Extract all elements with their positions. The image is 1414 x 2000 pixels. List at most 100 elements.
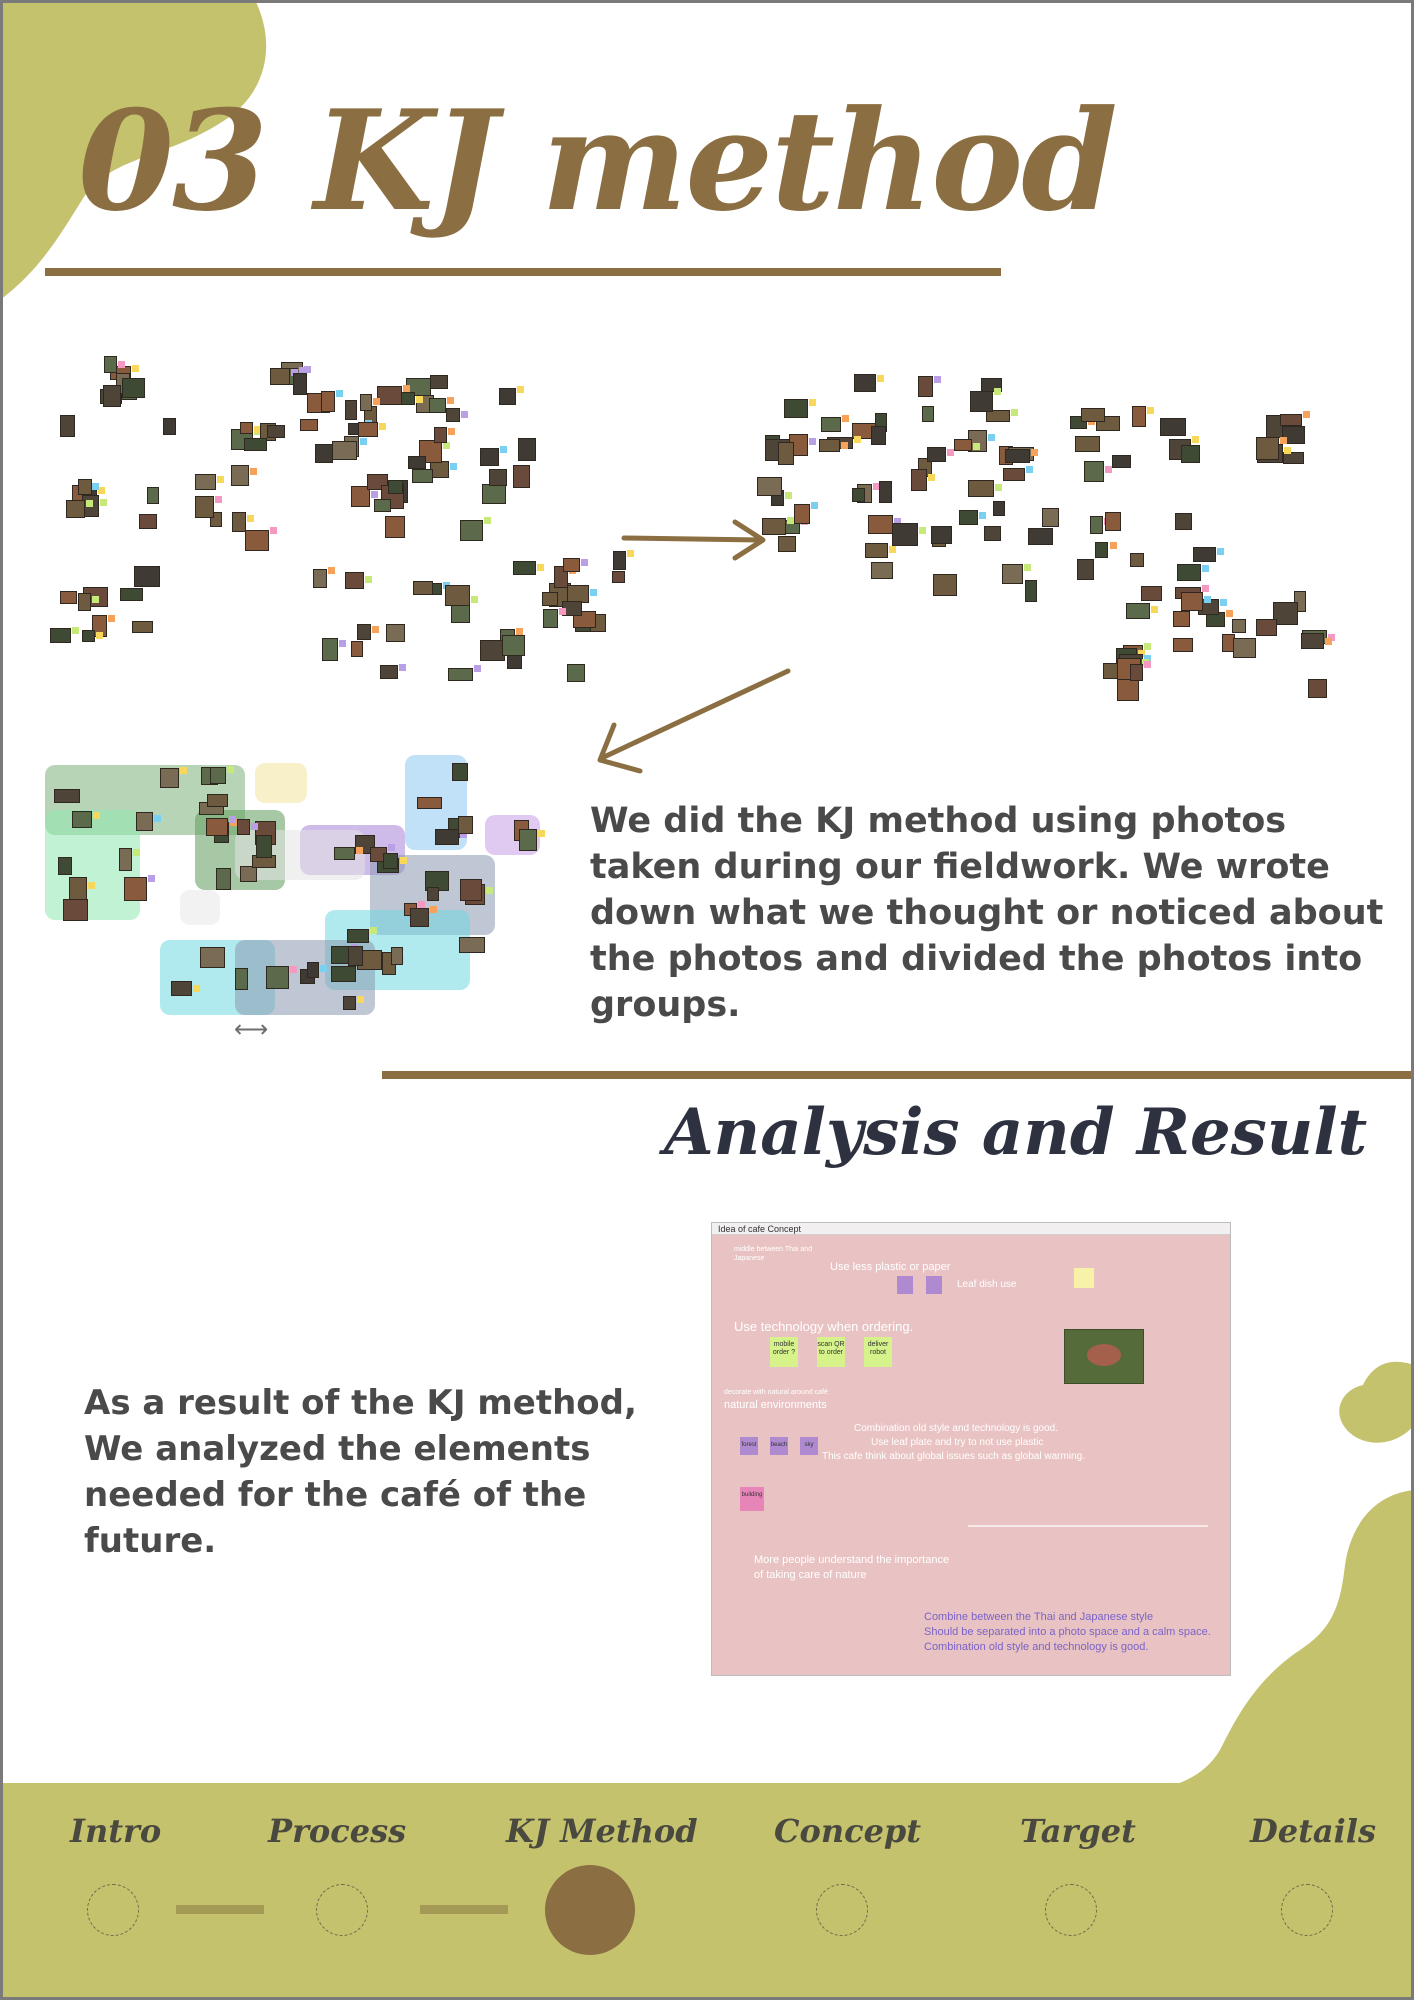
- board-photo: [611, 571, 626, 584]
- nav-item-intro-label[interactable]: Intro: [70, 1812, 162, 1850]
- board-photo: [778, 442, 794, 465]
- nav-item-kj-method-label[interactable]: KJ Method: [506, 1812, 698, 1850]
- board-photo: [927, 447, 947, 463]
- board-sticky-note: [339, 640, 347, 648]
- board-photo: [350, 486, 370, 508]
- use-less-plastic-text: Use less plastic or paper: [830, 1261, 951, 1273]
- board-photo: [234, 967, 248, 991]
- board-photo: [1283, 451, 1305, 464]
- board-photo: [992, 501, 1005, 516]
- board-photo: [1001, 563, 1023, 584]
- decorative-blob-top-left: [0, 0, 267, 300]
- board-photo: [69, 877, 87, 901]
- nav-dot-concept[interactable]: [816, 1884, 868, 1936]
- combination-text: Combination old style and technology is …: [854, 1423, 1059, 1434]
- board-photo: [1256, 436, 1280, 460]
- board-sticky-note: [1109, 541, 1117, 549]
- board-photo: [60, 591, 78, 605]
- sticky-note-building: building: [740, 1487, 764, 1511]
- board-photo: [933, 573, 958, 596]
- nav-dot-details[interactable]: [1281, 1884, 1333, 1936]
- nav-dot-process[interactable]: [316, 1884, 368, 1936]
- sticky-note-yellow: [1074, 1268, 1094, 1288]
- kj-description: We did the KJ method using photos taken …: [590, 801, 1384, 1025]
- board-sticky-note: [927, 473, 935, 481]
- board-photo: [968, 479, 994, 498]
- board-photo: [451, 763, 469, 782]
- board-photo: [300, 418, 319, 431]
- board-photo: [481, 484, 507, 505]
- board-sticky-note: [933, 375, 941, 383]
- board-photo: [1180, 591, 1203, 611]
- board-photo: [1177, 564, 1201, 581]
- board-sticky-note: [808, 437, 816, 445]
- board-sticky-note: [270, 526, 278, 534]
- board-photo: [346, 929, 370, 943]
- board-photo: [1173, 638, 1194, 653]
- concept-board-title: Idea of cafe Concept: [718, 1224, 802, 1234]
- board-photo: [953, 439, 972, 452]
- result-description: As a result of the KJ method, We analyze…: [84, 1383, 637, 1561]
- board-photo: [429, 375, 449, 390]
- board-sticky-note: [853, 436, 861, 444]
- board-sticky-note: [320, 964, 328, 972]
- board-sticky-note: [876, 374, 884, 382]
- nav-item-concept-label[interactable]: Concept: [774, 1812, 922, 1850]
- board-photo: [1231, 619, 1247, 633]
- board-photo: [445, 585, 471, 607]
- title-number: 03: [78, 79, 268, 242]
- leaf-dish-use-text: Leaf dish use: [957, 1279, 1017, 1290]
- board-sticky-note: [1203, 595, 1211, 603]
- small-annotation-line: [968, 1525, 1208, 1527]
- sticky-note-purple: [926, 1276, 942, 1294]
- board-photo: [322, 637, 339, 661]
- board-sticky-note: [581, 558, 589, 566]
- board-photo: [210, 766, 226, 785]
- purple-line-1: Combine between the Thai and Japanese st…: [924, 1611, 1154, 1623]
- board-sticky-note: [1283, 447, 1291, 455]
- board-photo: [459, 937, 485, 954]
- board-sticky-note: [785, 492, 793, 500]
- board-photo: [488, 469, 508, 487]
- board-photo: [986, 409, 1011, 423]
- board-photo: [541, 592, 559, 606]
- board-sticky-note: [1217, 547, 1225, 555]
- board-photo: [853, 374, 876, 393]
- nav-progress-line: [176, 1905, 264, 1914]
- board-photo: [102, 384, 121, 407]
- board-sticky-note: [559, 608, 567, 616]
- board-sticky-note: [298, 367, 306, 374]
- board-photo: [383, 852, 399, 869]
- board-photo: [1193, 547, 1217, 562]
- board-sticky-note: [841, 415, 849, 423]
- board-photo: [513, 561, 536, 576]
- board-photo: [1256, 619, 1278, 637]
- board-photo: [1041, 508, 1060, 527]
- nav-dot-intro[interactable]: [87, 1884, 139, 1936]
- nav-dot-kj-method-active[interactable]: [545, 1865, 635, 1955]
- board-photo: [59, 414, 75, 438]
- board-sticky-note: [1191, 436, 1199, 444]
- board-sticky-note: [449, 462, 457, 470]
- nav-item-target-label[interactable]: Target: [1020, 1812, 1136, 1850]
- board-sticky-note: [448, 427, 456, 435]
- board-photo: [428, 397, 446, 413]
- board-photo: [240, 866, 257, 883]
- sticky-note-deliver-robot: deliver robot: [864, 1337, 892, 1367]
- board-photo: [1180, 444, 1200, 463]
- board-photo: [1089, 516, 1104, 535]
- nav-item-process-label[interactable]: Process: [268, 1812, 407, 1850]
- board-sticky-note: [402, 385, 410, 393]
- board-sticky-note: [87, 881, 95, 889]
- board-photo: [867, 515, 893, 534]
- board-sticky-note: [1147, 407, 1155, 415]
- kj-group-box: [180, 890, 220, 925]
- board-photo: [331, 440, 358, 461]
- board-sticky-note: [589, 589, 597, 597]
- nav-item-details-label[interactable]: Details: [1250, 1812, 1376, 1850]
- board-photo: [459, 520, 484, 541]
- board-sticky-note: [809, 398, 817, 406]
- board-photo: [195, 473, 217, 491]
- nav-dot-target[interactable]: [1045, 1884, 1097, 1936]
- board-sticky-note: [247, 514, 255, 522]
